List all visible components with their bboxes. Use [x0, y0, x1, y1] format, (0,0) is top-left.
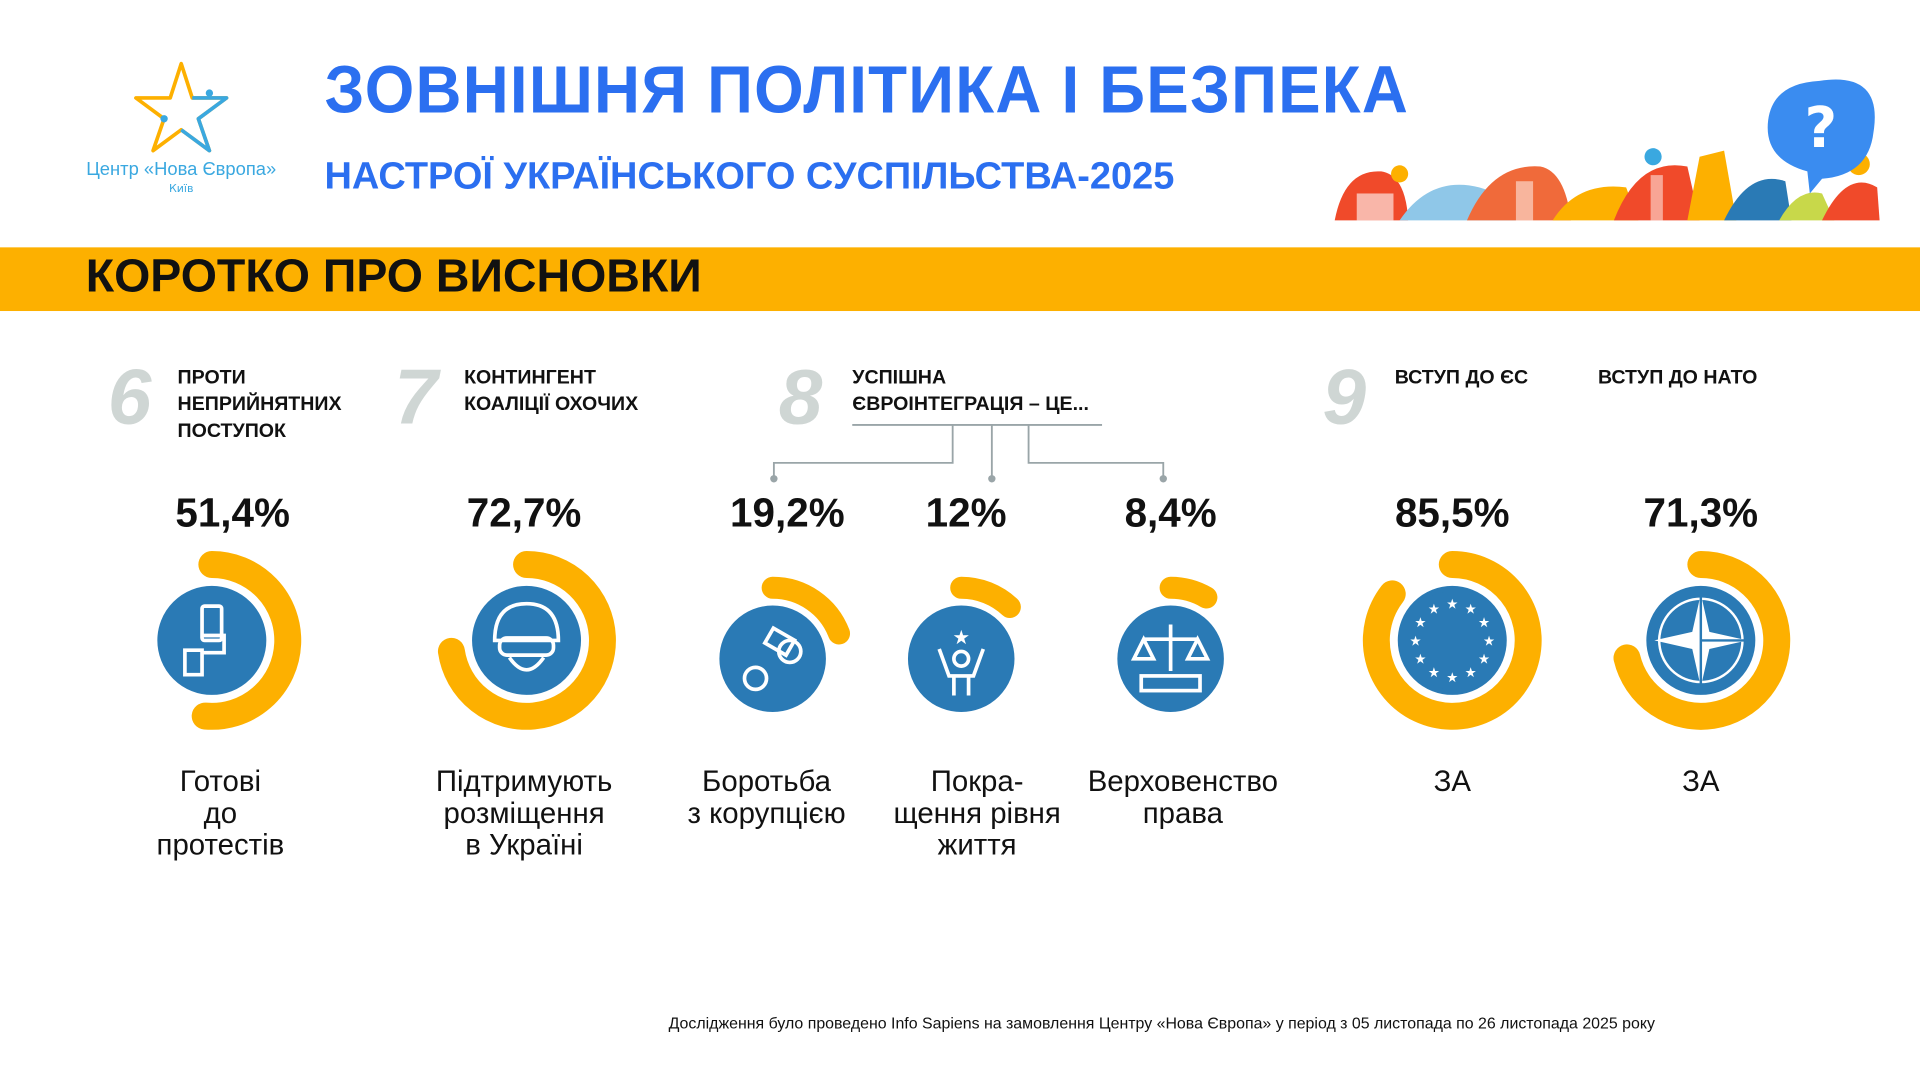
label-line: життя	[937, 828, 1017, 863]
svg-text:★: ★	[952, 626, 970, 649]
label-line: права	[1142, 797, 1223, 831]
stat-value: 19,2%	[730, 489, 845, 536]
progress-arc	[1362, 551, 1542, 730]
handcuffs-money-icon	[742, 625, 803, 692]
stat-label: Покра-щення рівня життя	[867, 765, 1087, 863]
eu-flag-icon: ★ ★★★★★★★★★★★	[1403, 591, 1502, 690]
scales-justice-icon	[1130, 624, 1211, 693]
stat-label: ЗА	[1342, 765, 1562, 799]
stat-label: Верховенство права	[1073, 765, 1293, 831]
section-9-title-nato: ВСТУП ДО НАТО	[1597, 367, 1758, 389]
hand-protest-sign-icon	[183, 604, 226, 677]
title-line: КОАЛІЦІЇ ОХОЧИХ	[464, 394, 639, 416]
title-line: УСПІШНА	[852, 367, 947, 389]
label-line: ЗА	[1682, 765, 1720, 799]
label-line: Покра-	[930, 765, 1024, 799]
stat-label: Підтримують розміщення в Україні	[414, 765, 634, 863]
title-line: ЄВРОІНТЕГРАЦІЯ – ЦЕ...	[852, 394, 1089, 416]
svg-text:★: ★	[1465, 602, 1477, 617]
stat-label: Боротьба з корупцією	[656, 765, 876, 831]
svg-text:★: ★	[1409, 634, 1421, 649]
svg-text:★: ★	[1483, 634, 1495, 649]
label-line: Готові	[179, 765, 262, 799]
soldier-helmet-icon	[492, 601, 561, 672]
label-line: розміщення	[443, 797, 605, 831]
section-number-6: 6	[107, 352, 152, 441]
page-title: ЗОВНІШНЯ ПОЛІТИКА І БЕЗПЕКА	[324, 53, 1410, 128]
title-line: НЕПРИЙНЯТНИХ	[177, 394, 342, 416]
progress-arc	[1159, 576, 1218, 609]
label-line: щення рівня	[893, 797, 1061, 831]
footnote: Дослідження було проведено Info Sapiens …	[668, 1013, 1655, 1033]
label-line: ЗА	[1433, 765, 1471, 799]
section-number-8: 8	[778, 352, 823, 441]
stat-value: 85,5%	[1394, 489, 1510, 536]
section-number-7: 7	[394, 352, 438, 441]
section-9-title-eu: ВСТУП ДО ЄС	[1394, 367, 1529, 389]
label-line: до	[203, 797, 238, 831]
svg-text:★: ★	[1446, 598, 1458, 613]
stat-value: 8,4%	[1124, 489, 1217, 536]
svg-text:★: ★	[1478, 616, 1490, 631]
bracket-connector	[770, 423, 1167, 483]
stat-value: 72,7%	[466, 489, 582, 536]
star-logo-icon	[134, 61, 229, 153]
page-subtitle: НАСТРОЇ УКРАЇНСЬКОГО СУСПІЛЬСТВА-2025	[324, 154, 1175, 198]
progress-arc	[761, 576, 851, 645]
stat-value: 51,4%	[175, 489, 290, 536]
label-line: з корупцією	[687, 797, 846, 831]
label-line: Підтримують	[435, 765, 613, 799]
title-line: КОНТИНГЕНТ	[464, 367, 596, 389]
stat-label: Готові до протестів	[110, 765, 330, 863]
label-line: Боротьба	[702, 765, 832, 799]
progress-arc	[950, 576, 1021, 619]
question-mark-icon: ?	[1804, 96, 1837, 161]
title-line: ПОСТУПОК	[177, 421, 286, 443]
summary-band	[0, 247, 1920, 312]
svg-text:★: ★	[1446, 671, 1458, 686]
label-line: в Україні	[465, 828, 583, 863]
svg-text:★: ★	[1414, 616, 1426, 631]
icon-circle	[715, 601, 830, 716]
section-8-title: УСПІШНА ЄВРОІНТЕГРАЦІЯ – ЦЕ...	[852, 365, 1089, 419]
icon-circle	[904, 601, 1019, 716]
section-6-title: ПРОТИ НЕПРИЙНЯТНИХ ПОСТУПОК	[178, 365, 342, 446]
nato-star-icon	[1654, 593, 1748, 687]
logo-name: Центр «Нова Європа»	[86, 159, 277, 181]
city-skyline-illustration: ?	[1334, 79, 1880, 221]
progress-arc	[1613, 551, 1791, 730]
stat-label: ЗА	[1591, 765, 1811, 799]
title-line: ПРОТИ	[177, 367, 246, 389]
progress-arc	[191, 551, 302, 730]
svg-text:★: ★	[1428, 666, 1440, 681]
person-stars-icon: ★	[937, 626, 985, 696]
logo-city: Київ	[168, 183, 194, 196]
label-line: Верховенство	[1087, 765, 1279, 799]
svg-text:★: ★	[1478, 653, 1490, 668]
svg-text:★: ★	[1428, 602, 1440, 617]
stat-value: 71,3%	[1643, 489, 1759, 536]
label-line: протестів	[156, 828, 285, 863]
svg-text:★: ★	[1465, 666, 1477, 681]
section-number-9: 9	[1322, 352, 1367, 441]
progress-arc	[437, 551, 616, 730]
svg-text:★: ★	[1414, 653, 1426, 668]
section-7-title: КОНТИНГЕНТ КОАЛІЦІЇ ОХОЧИХ	[464, 365, 638, 419]
stat-value: 12%	[925, 489, 1007, 536]
section-heading: КОРОТКО ПРО ВИСНОВКИ	[85, 251, 702, 303]
